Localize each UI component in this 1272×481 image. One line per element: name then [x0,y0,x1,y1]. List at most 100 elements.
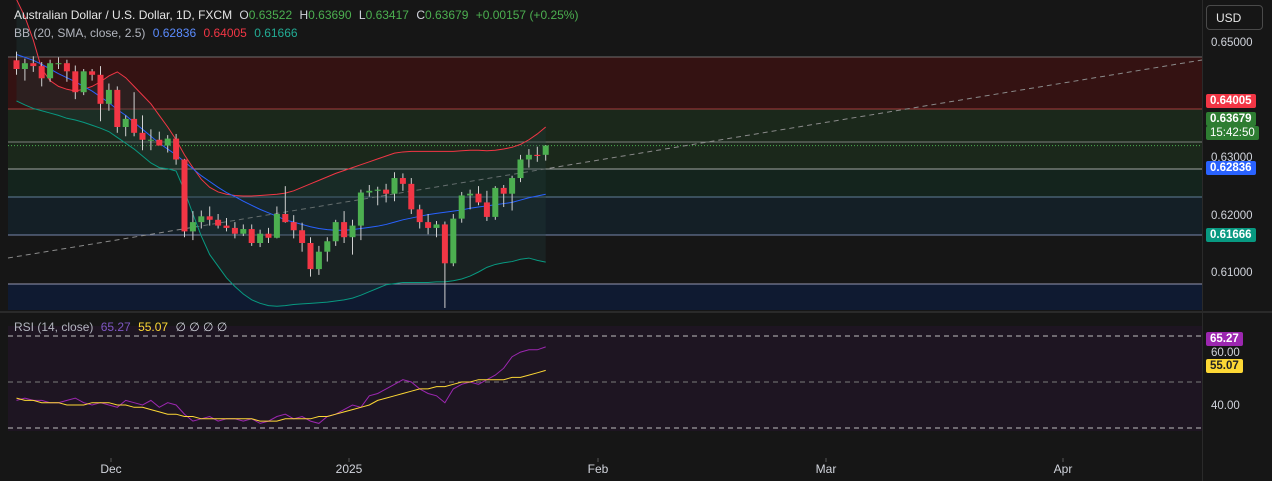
candle[interactable] [80,69,87,96]
candle[interactable] [299,222,306,252]
symbol-title: Australian Dollar / U.S. Dollar, 1D, FXC… [14,8,233,22]
time-tick-label: Dec [100,462,121,476]
candle[interactable] [433,220,440,238]
candle[interactable] [156,131,163,146]
candle[interactable] [114,86,121,133]
candle[interactable] [55,57,62,69]
grid-layer [7,56,1203,429]
candle[interactable] [332,219,339,246]
candle[interactable] [542,144,549,161]
currency-button[interactable]: USD [1206,5,1263,30]
candle-body [509,178,516,194]
candle[interactable] [374,186,381,206]
candle[interactable] [240,224,247,237]
bb-legend[interactable]: BB (20, SMA, close, 2.5) 0.62836 0.64005… [14,26,302,40]
candle[interactable] [97,66,104,122]
candle[interactable] [408,178,415,214]
candle[interactable] [534,146,541,162]
candle[interactable] [383,183,390,203]
candle[interactable] [131,92,138,137]
candle[interactable] [189,211,196,241]
bb-lower-value: 0.61666 [254,26,298,40]
candle-body [231,227,238,234]
low-value: 0.63417 [365,8,409,22]
candle[interactable] [257,229,264,248]
candle[interactable] [282,186,289,223]
candle-body [114,89,121,127]
rsi-value: 65.27 [100,320,131,334]
rsi-legend[interactable]: RSI (14, close) 65.27 55.07 ∅ ∅ ∅ ∅ [14,320,231,334]
candle[interactable] [164,135,171,153]
candlestick-layer[interactable] [13,51,549,308]
candle[interactable] [509,175,516,211]
candle[interactable] [492,186,499,220]
candle-body [89,71,96,75]
candle[interactable] [416,204,423,229]
time-axis[interactable]: Dec 2025 Feb Mar Apr [100,458,1072,476]
candle-body [105,89,112,104]
candle[interactable] [357,189,364,241]
candle-body [500,187,507,194]
candle-body [206,216,213,220]
candle[interactable] [391,172,398,202]
candle[interactable] [366,185,373,197]
candle-body [349,225,356,238]
candle[interactable] [139,115,146,151]
bottom-zone-fill [8,284,1202,310]
symbol-legend[interactable]: Australian Dollar / U.S. Dollar, 1D, FXC… [14,8,582,22]
candle[interactable] [105,83,112,111]
candle[interactable] [206,206,213,226]
candle[interactable] [458,191,465,223]
candle[interactable] [122,115,129,137]
candle-body [215,219,222,226]
candle[interactable] [525,149,532,168]
candle[interactable] [215,214,222,229]
candle[interactable] [307,237,314,277]
candle[interactable] [30,56,37,72]
bb-basis-line [16,54,546,231]
candle[interactable] [324,237,331,262]
bb-upper-price-badge: 0.64005 [1206,94,1256,108]
candle[interactable] [315,245,322,275]
candle[interactable] [467,189,474,210]
candle[interactable] [38,62,45,87]
rsi-ma-line [16,369,546,422]
candle-body [30,63,37,67]
candle[interactable] [223,218,230,232]
candle[interactable] [248,224,255,246]
candle-body [416,209,423,223]
candle[interactable] [399,173,406,191]
candle-body [181,159,188,232]
candle[interactable] [198,210,205,229]
candle[interactable] [290,215,297,239]
candle[interactable] [89,69,96,81]
candle-body [97,74,104,104]
candle[interactable] [181,158,188,238]
bb-lower-line [16,100,546,307]
candle[interactable] [47,59,54,82]
candle[interactable] [500,185,507,208]
candle[interactable] [21,58,28,81]
trend-line [7,59,1203,259]
candle[interactable] [13,51,20,75]
candle[interactable] [483,190,490,221]
candle[interactable] [273,206,280,239]
candle[interactable] [265,227,272,243]
candle[interactable] [341,211,348,243]
candle[interactable] [425,214,432,235]
candle[interactable] [231,222,238,239]
bb-upper-value: 0.64005 [203,26,247,40]
candle[interactable] [441,221,448,308]
candle[interactable] [173,133,180,165]
candle[interactable] [475,186,482,206]
low-label: L [358,8,366,22]
candle-body [315,251,322,270]
candle[interactable] [450,214,457,267]
rsi-badge: 65.27 [1206,332,1243,346]
candle[interactable] [63,59,70,82]
candle[interactable] [147,129,154,151]
candle[interactable] [517,154,524,183]
candle[interactable] [349,219,356,255]
candle[interactable] [72,65,79,100]
last-price-badge: 0.63679 [1206,112,1256,126]
